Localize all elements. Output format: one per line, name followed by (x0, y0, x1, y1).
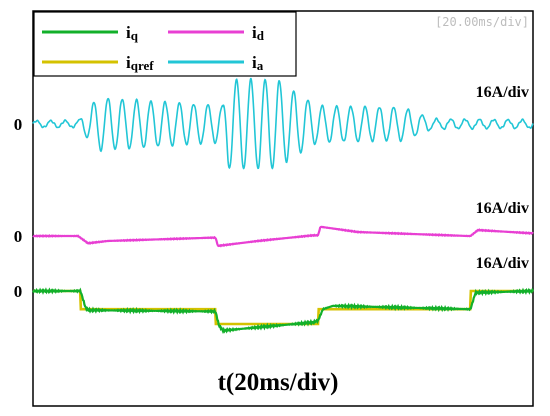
traces-layer (32, 77, 535, 335)
scale-label-iqref: 16A/div (476, 255, 529, 272)
legend-label-id: id (252, 23, 265, 43)
legend-box (33, 11, 297, 77)
scale-label-id: 16A/div (476, 200, 529, 217)
zero-label-ia: 0 (14, 115, 23, 134)
trace-iq (32, 287, 535, 335)
legend-label-ia: ia (252, 53, 264, 73)
legend-label-iq: iq (126, 23, 139, 43)
timebase-label: [20.00ms/div] (435, 15, 529, 29)
plot-frame (32, 10, 534, 407)
legend: iq id iqref ia (33, 11, 297, 77)
x-axis-label: t(20ms/div) (218, 369, 339, 396)
zero-label-id: 0 (14, 227, 23, 246)
zero-label-iqref: 0 (14, 282, 23, 301)
trace-ia (32, 77, 534, 170)
channel-labels: 16A/div 0 16A/div 0 16A/div 0 (14, 84, 529, 301)
scale-label-ia: 16A/div (476, 84, 529, 101)
legend-label-iqref: iqref (126, 53, 154, 73)
trace-id (32, 225, 534, 248)
